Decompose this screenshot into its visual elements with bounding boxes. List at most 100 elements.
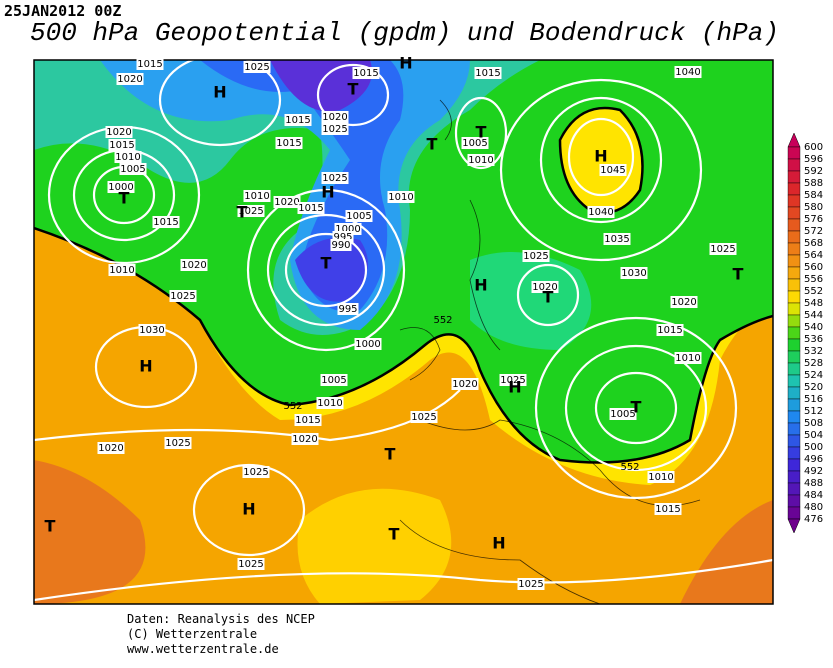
isobar-label: 1030 bbox=[139, 325, 164, 336]
isobar-label-bg bbox=[180, 259, 208, 271]
isobar-label: 1020 bbox=[117, 74, 142, 85]
isobar-label: 1005 bbox=[120, 164, 145, 175]
isobar-label-bg bbox=[517, 578, 545, 590]
colorbar-label: 544 bbox=[804, 310, 823, 321]
colorbar-label: 596 bbox=[804, 154, 823, 165]
pressure-center: T bbox=[348, 80, 359, 99]
colorbar-label: 536 bbox=[804, 334, 823, 345]
pressure-center: T bbox=[631, 398, 642, 417]
isobar-label-bg bbox=[609, 408, 637, 420]
isobar-label-bg bbox=[291, 433, 319, 445]
colorbar-label: 548 bbox=[804, 298, 823, 309]
colorbar-label: 504 bbox=[804, 430, 823, 441]
pressure-center: T bbox=[733, 265, 744, 284]
isobar-label: 1010 bbox=[468, 155, 493, 166]
colorbar: 6005965925885845805765725685645605565525… bbox=[787, 132, 823, 534]
footer-line: (C) Wetterzentrale bbox=[127, 627, 258, 641]
colorbar-swatch bbox=[787, 434, 801, 448]
isobar-label-bg bbox=[316, 397, 344, 409]
isobar-label: 1025 bbox=[244, 62, 269, 73]
pressure-center: T bbox=[237, 203, 248, 222]
isobar-label-bg bbox=[522, 250, 550, 262]
isobar-label-bg bbox=[674, 66, 702, 78]
isobar-label-bg bbox=[138, 324, 166, 336]
isobar-label-bg bbox=[242, 466, 270, 478]
isobar-label: 1000 bbox=[355, 339, 380, 350]
isobar-label: 1000 bbox=[335, 224, 360, 235]
colorbar-swatch bbox=[787, 278, 801, 292]
colorbar-swatch bbox=[787, 158, 801, 172]
isobar-label-bg bbox=[674, 352, 702, 364]
isobar-label-bg bbox=[97, 442, 125, 454]
isobar-label: 1020 bbox=[274, 197, 299, 208]
isobar-label-bg bbox=[294, 414, 322, 426]
pressure-center: T bbox=[476, 123, 487, 142]
isobar-label-bg bbox=[620, 267, 648, 279]
isobar-label-bg bbox=[243, 190, 271, 202]
colorbar-swatch bbox=[787, 410, 801, 424]
colorbar-swatch bbox=[787, 242, 801, 256]
isobar-label-bg bbox=[499, 374, 527, 386]
footer: Daten: Reanalysis des NCEP (C) Wetterzen… bbox=[127, 612, 315, 657]
isobar-label-bg bbox=[321, 172, 349, 184]
colorbar-swatch bbox=[787, 386, 801, 400]
contour-label: 552 bbox=[620, 462, 639, 473]
isobar-label: 1025 bbox=[238, 559, 263, 570]
pressure-center: H bbox=[139, 357, 152, 376]
colorbar-label: 476 bbox=[804, 514, 823, 525]
colorbar-swatch bbox=[787, 470, 801, 484]
isobar-label-bg bbox=[243, 61, 271, 73]
isobar-label: 1025 bbox=[518, 579, 543, 590]
colorbar-swatch bbox=[787, 314, 801, 328]
isobar-label: 1025 bbox=[322, 124, 347, 135]
pressure-center: H bbox=[492, 534, 505, 553]
isobar-label: 1025 bbox=[411, 412, 436, 423]
pressure-center: H bbox=[508, 378, 521, 397]
isobar-label-bg bbox=[603, 233, 631, 245]
colorbar-swatch bbox=[787, 362, 801, 376]
isobar-label: 1015 bbox=[298, 203, 323, 214]
colorbar-swatch bbox=[787, 422, 801, 436]
pressure-center: T bbox=[119, 189, 130, 208]
isobar-label-bg bbox=[284, 114, 312, 126]
colorbar-label: 512 bbox=[804, 406, 823, 417]
isobar-label-bg bbox=[275, 137, 303, 149]
pressure-center: T bbox=[543, 288, 554, 307]
colorbar-swatch bbox=[787, 230, 801, 244]
isobar-label-bg bbox=[387, 191, 415, 203]
isobar-label: 1040 bbox=[588, 207, 613, 218]
pressure-center: H bbox=[321, 183, 334, 202]
colorbar-swatch bbox=[787, 326, 801, 340]
footer-line: www.wetterzentrale.de bbox=[127, 642, 279, 656]
date: 25JAN2012 00Z bbox=[4, 2, 122, 20]
isobar-label: 1000 bbox=[108, 182, 133, 193]
colorbar-label: 500 bbox=[804, 442, 823, 453]
isobar-label-bg bbox=[136, 58, 164, 70]
isobar-label: 1020 bbox=[181, 260, 206, 271]
colorbar-swatch bbox=[787, 302, 801, 316]
pressure-center: H bbox=[399, 54, 412, 73]
colorbar-label: 560 bbox=[804, 262, 823, 273]
colorbar-swatch bbox=[787, 254, 801, 268]
colorbar-label: 580 bbox=[804, 202, 823, 213]
pressure-center: T bbox=[385, 445, 396, 464]
isobar-label: 1025 bbox=[238, 206, 263, 217]
isobar-label-bg bbox=[330, 239, 352, 251]
isobar-label: 1025 bbox=[165, 438, 190, 449]
colorbar-swatch bbox=[787, 446, 801, 460]
colorbar-swatch bbox=[787, 506, 801, 520]
colorbar-label: 496 bbox=[804, 454, 823, 465]
isobar-label: 1010 bbox=[388, 192, 413, 203]
colorbar-label: 556 bbox=[804, 274, 823, 285]
isobar-label: 1010 bbox=[317, 398, 342, 409]
isobar-label: 1015 bbox=[655, 504, 680, 515]
colorbar-label: 480 bbox=[804, 502, 823, 513]
isobar-label-bg bbox=[451, 378, 479, 390]
pressure-center: T bbox=[321, 254, 332, 273]
colorbar-swatch bbox=[787, 290, 801, 304]
isobar-label: 995 bbox=[333, 232, 352, 243]
isobar-label-bg bbox=[647, 471, 675, 483]
isobar-label: 1005 bbox=[610, 409, 635, 420]
colorbar-label: 552 bbox=[804, 286, 823, 297]
